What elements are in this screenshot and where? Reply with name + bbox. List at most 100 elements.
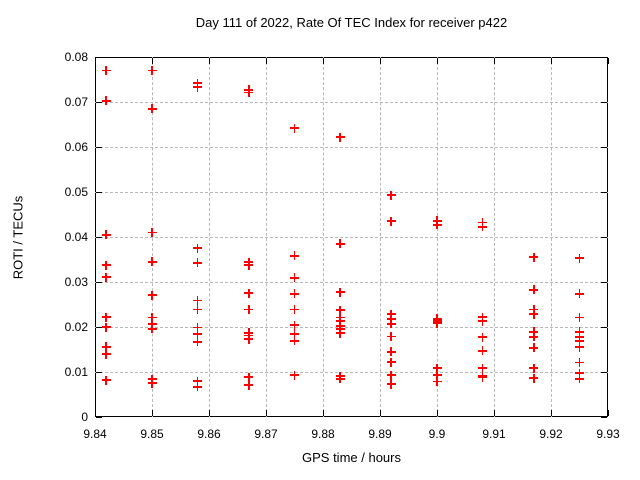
data-point: [147, 228, 157, 237]
chart-title: Day 111 of 2022, Rate Of TEC Index for r…: [195, 15, 508, 30]
h-gridline: [95, 371, 608, 373]
data-point: [529, 327, 539, 337]
data-point: [290, 273, 299, 283]
data-point: [575, 313, 584, 323]
x-tick-mark: [551, 410, 552, 416]
data-point: [386, 190, 396, 200]
data-point: [290, 370, 299, 380]
data-point: [193, 295, 203, 305]
data-point: [101, 322, 111, 332]
data-point: [193, 243, 203, 253]
data-point: [478, 363, 488, 373]
h-gridline: [95, 236, 608, 238]
data-point: [386, 347, 396, 357]
x-tick-mark: [323, 58, 324, 64]
x-tick-mark: [494, 58, 495, 64]
data-point: [193, 322, 203, 332]
data-point: [478, 316, 488, 326]
y-tick-mark: [601, 372, 607, 373]
data-point: [575, 358, 584, 368]
data-point: [386, 379, 396, 389]
data-point: [432, 318, 442, 328]
y-tick-label: 0.06: [64, 140, 88, 154]
x-tick-mark: [95, 410, 96, 416]
data-point: [244, 304, 254, 314]
y-tick-label: 0.07: [64, 95, 88, 109]
data-point: [478, 332, 488, 342]
x-tick-mark: [95, 58, 96, 64]
data-point: [335, 287, 345, 297]
y-tick-mark: [601, 327, 607, 328]
data-point: [244, 88, 254, 98]
data-point: [386, 370, 396, 380]
data-point: [147, 104, 157, 114]
data-point: [193, 258, 203, 268]
y-tick-mark: [96, 237, 102, 238]
y-tick-mark: [601, 417, 607, 418]
data-point: [335, 305, 345, 315]
v-gridline: [265, 57, 267, 417]
data-point: [193, 329, 203, 339]
y-tick-mark: [96, 372, 102, 373]
y-tick-mark: [96, 192, 102, 193]
y-tick-mark: [96, 102, 102, 103]
y-tick-mark: [96, 327, 102, 328]
data-point: [101, 96, 111, 106]
x-tick-label: 9.88: [311, 427, 335, 441]
y-axis-label: ROTI / TECUs: [10, 195, 26, 280]
data-point: [244, 334, 254, 344]
data-point: [335, 132, 345, 142]
data-point: [529, 343, 539, 353]
x-tick-label: 9.85: [140, 427, 164, 441]
v-gridline: [322, 57, 324, 417]
data-point: [147, 257, 157, 267]
data-point: [335, 374, 345, 384]
data-point: [335, 328, 345, 338]
data-point: [575, 374, 584, 384]
data-point: [147, 66, 157, 75]
data-point: [101, 312, 111, 322]
data-point: [290, 304, 299, 314]
data-point: [193, 382, 203, 392]
data-point: [386, 216, 396, 226]
data-point: [244, 288, 254, 298]
y-tick-label: 0.02: [64, 320, 88, 334]
data-point: [244, 380, 254, 390]
data-point: [290, 336, 299, 346]
x-tick-mark: [152, 58, 153, 64]
data-point: [147, 378, 157, 388]
x-tick-label: 9.84: [83, 427, 107, 441]
x-tick-mark: [380, 58, 381, 64]
data-point: [575, 336, 584, 346]
data-point: [529, 304, 539, 314]
data-point: [290, 329, 299, 339]
v-gridline: [493, 57, 495, 417]
y-tick-label: 0: [81, 410, 88, 424]
x-tick-label: 9.87: [254, 427, 278, 441]
x-tick-mark: [323, 410, 324, 416]
x-tick-mark: [608, 410, 609, 416]
data-point: [386, 357, 396, 367]
data-point: [101, 66, 111, 75]
data-point: [101, 230, 111, 240]
data-point: [432, 363, 442, 373]
data-point: [432, 370, 442, 380]
x-tick-mark: [608, 58, 609, 64]
data-point: [147, 290, 157, 300]
data-point: [575, 289, 584, 299]
data-point: [101, 349, 111, 359]
y-tick-label: 0.01: [64, 365, 88, 379]
x-tick-label: 9.86: [197, 427, 221, 441]
data-point: [575, 327, 584, 337]
data-point: [290, 289, 299, 299]
y-tick-mark: [96, 417, 102, 418]
data-point: [101, 375, 111, 385]
data-point: [244, 260, 254, 270]
h-gridline: [95, 281, 608, 283]
v-gridline: [436, 57, 438, 417]
y-tick-label: 0.03: [64, 275, 88, 289]
data-point: [101, 342, 111, 352]
data-point: [575, 368, 584, 378]
data-point: [147, 313, 157, 323]
